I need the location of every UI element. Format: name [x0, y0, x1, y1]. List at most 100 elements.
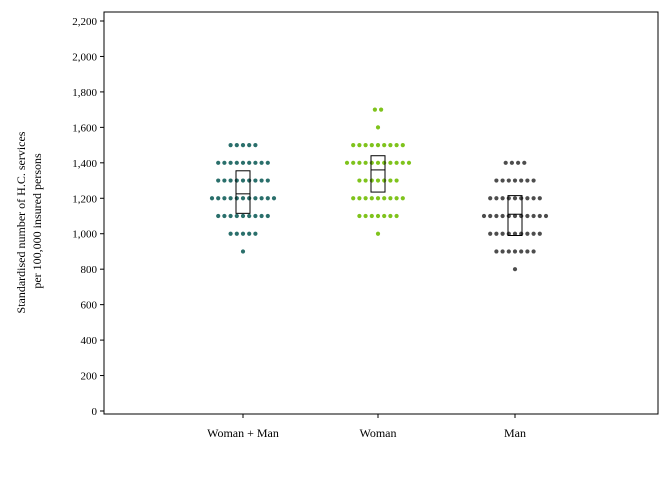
data-point	[209, 196, 215, 201]
data-point	[488, 196, 493, 201]
data-point	[494, 249, 499, 254]
data-point	[234, 142, 239, 148]
data-point	[265, 178, 270, 183]
x-axis: Woman + Man Woman Man	[207, 414, 526, 440]
data-point	[240, 213, 246, 219]
data-point	[271, 196, 277, 201]
plot-frame	[103, 11, 659, 415]
data-point	[259, 196, 264, 201]
data-point	[357, 142, 362, 148]
data-point	[394, 178, 399, 183]
data-point	[216, 178, 221, 183]
data-point	[247, 231, 252, 236]
data-point	[375, 178, 381, 183]
data-point	[500, 249, 505, 254]
data-point	[222, 178, 227, 183]
data-point	[394, 196, 399, 201]
y-tick-label: 800	[81, 264, 98, 276]
chart-marks	[209, 107, 549, 272]
data-point	[228, 160, 233, 165]
y-axis-label-line-2: per 100,000 insured persons	[30, 153, 44, 289]
data-point	[234, 213, 239, 219]
data-point	[388, 178, 393, 183]
data-point	[240, 142, 246, 148]
data-point	[525, 178, 530, 183]
data-point	[388, 196, 393, 201]
data-point	[363, 178, 368, 183]
data-point	[222, 213, 227, 219]
data-point	[228, 178, 233, 183]
data-point	[228, 196, 233, 201]
data-point	[531, 231, 536, 236]
data-point	[253, 160, 258, 165]
data-point	[481, 213, 487, 219]
data-point	[259, 178, 264, 183]
data-point	[516, 160, 521, 165]
data-point	[531, 213, 536, 219]
data-point	[240, 178, 246, 183]
data-point	[253, 178, 258, 183]
data-point	[216, 213, 221, 219]
data-point	[388, 160, 393, 165]
data-point	[259, 213, 264, 219]
data-point	[222, 196, 227, 201]
box-iqr	[370, 155, 386, 193]
data-point	[259, 160, 264, 165]
y-tick-label: 1,400	[72, 158, 97, 170]
data-point	[247, 196, 252, 201]
y-tick-label: 1,800	[72, 87, 97, 99]
data-point	[488, 231, 493, 236]
data-point	[379, 107, 384, 112]
data-point	[369, 178, 374, 183]
data-point	[363, 213, 368, 219]
data-point	[400, 160, 405, 165]
x-tick-label: Woman + Man	[207, 426, 279, 440]
data-point	[247, 160, 252, 165]
data-point	[494, 196, 499, 201]
data-point	[375, 142, 381, 148]
y-tick-label: 0	[92, 406, 98, 418]
data-point	[375, 160, 381, 165]
x-tick-label: Man	[504, 426, 526, 440]
data-point	[522, 160, 527, 165]
data-point	[494, 213, 499, 219]
data-point	[357, 196, 362, 201]
data-point	[240, 160, 246, 165]
data-point	[500, 196, 505, 201]
data-point	[216, 196, 221, 201]
data-point	[234, 196, 239, 201]
y-tick-label: 1,200	[72, 193, 97, 205]
data-point	[216, 160, 221, 165]
data-point	[503, 160, 508, 165]
data-point	[363, 142, 368, 148]
data-point	[512, 249, 518, 254]
data-point	[394, 142, 399, 148]
data-point	[369, 160, 374, 165]
data-point	[500, 213, 505, 219]
data-point	[240, 249, 246, 254]
data-point	[512, 267, 518, 272]
data-point	[253, 231, 258, 236]
data-point	[253, 142, 258, 148]
y-tick-label: 400	[81, 335, 98, 347]
data-point	[265, 213, 270, 219]
data-point	[372, 107, 377, 112]
data-point	[240, 231, 246, 236]
data-point	[222, 160, 227, 165]
data-point	[388, 213, 393, 219]
data-point	[382, 178, 387, 183]
y-axis-label-line-1: Standardised number of H.C. services	[14, 131, 28, 313]
data-point	[506, 196, 511, 201]
data-point	[512, 178, 518, 183]
data-point	[240, 196, 246, 201]
data-point	[228, 231, 233, 236]
data-point	[525, 231, 530, 236]
data-point	[400, 142, 405, 148]
data-point	[375, 196, 381, 201]
y-tick-label: 2,200	[72, 16, 97, 28]
data-point	[363, 196, 368, 201]
data-point	[494, 231, 499, 236]
data-point	[357, 213, 362, 219]
box-iqr	[507, 195, 523, 236]
